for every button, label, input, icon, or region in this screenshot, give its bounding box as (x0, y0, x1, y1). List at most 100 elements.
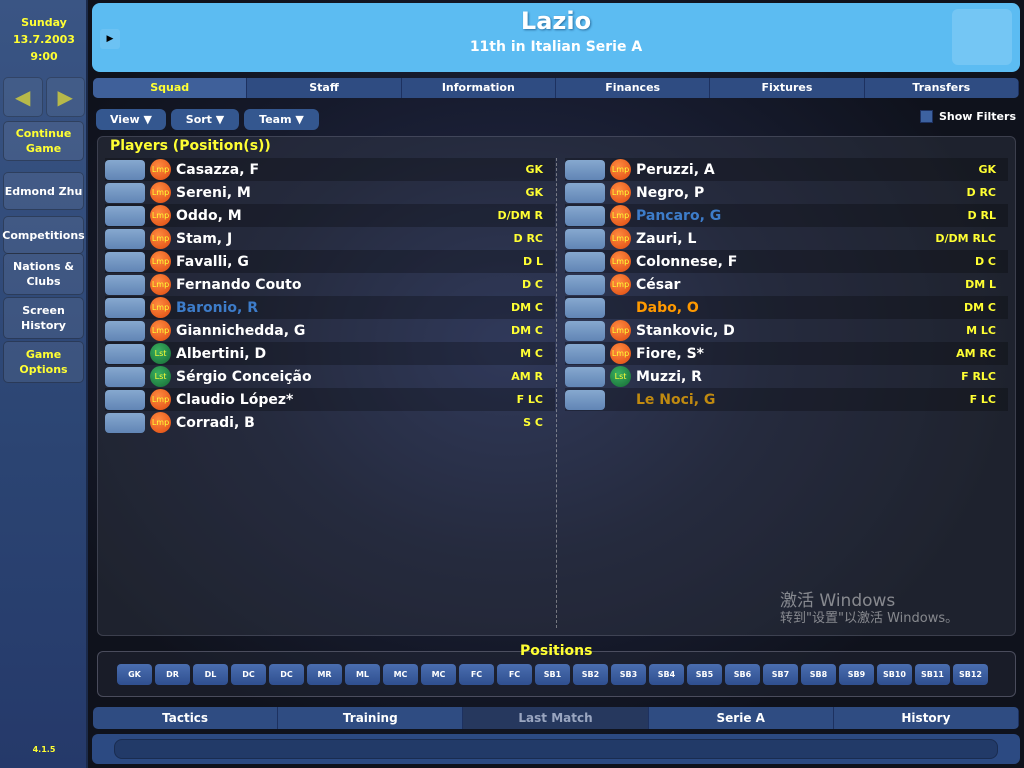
player-position-slot[interactable] (105, 320, 145, 341)
player-name[interactable]: Casazza, F (176, 161, 260, 178)
player-position-slot[interactable] (105, 159, 145, 180)
tab-training[interactable]: Training (278, 707, 464, 729)
player-row[interactable]: Lmp Peruzzi, A GK (565, 158, 1008, 181)
player-name[interactable]: Muzzi, R (636, 368, 702, 385)
player-name[interactable]: Sereni, M (176, 184, 251, 201)
tab-serie-a[interactable]: Serie A (649, 707, 834, 729)
player-position-slot[interactable] (565, 297, 605, 318)
show-filters-toggle[interactable]: Show Filters (919, 110, 1016, 123)
sidebar-button-screen-history[interactable]: Screen History (3, 297, 84, 339)
player-position-slot[interactable] (105, 274, 145, 295)
player-row[interactable]: Lmp Pancaro, G D RL (565, 204, 1008, 227)
player-position-slot[interactable] (105, 366, 145, 387)
tab-last-match[interactable]: Last Match (463, 707, 649, 729)
position-button-sb10[interactable]: SB10 (877, 664, 912, 685)
position-button-sb9[interactable]: SB9 (839, 664, 874, 685)
position-button-gk[interactable]: GK (117, 664, 152, 685)
position-button-dc[interactable]: DC (269, 664, 304, 685)
team-dropdown[interactable]: Team ▼ (244, 109, 319, 130)
player-row[interactable]: Lmp Negro, P D RC (565, 181, 1008, 204)
player-name[interactable]: Stankovic, D (636, 322, 735, 339)
player-name[interactable]: Peruzzi, A (636, 161, 715, 178)
position-button-sb8[interactable]: SB8 (801, 664, 836, 685)
player-row[interactable]: Lmp Stankovic, D M LC (565, 319, 1008, 342)
player-position-slot[interactable] (565, 274, 605, 295)
position-button-dr[interactable]: DR (155, 664, 190, 685)
tab-transfers[interactable]: Transfers (865, 78, 1019, 98)
player-row[interactable]: Dabo, O DM C (565, 296, 1008, 319)
tab-information[interactable]: Information (402, 78, 556, 98)
player-name[interactable]: Corradi, B (176, 414, 255, 431)
position-button-mr[interactable]: MR (307, 664, 342, 685)
tab-fixtures[interactable]: Fixtures (710, 78, 865, 98)
player-name[interactable]: Pancaro, G (636, 207, 722, 224)
player-name[interactable]: Dabo, O (636, 299, 699, 316)
position-button-sb5[interactable]: SB5 (687, 664, 722, 685)
player-name[interactable]: Fernando Couto (176, 276, 302, 293)
player-name[interactable]: Zauri, L (636, 230, 697, 247)
player-name[interactable]: Giannichedda, G (176, 322, 306, 339)
sidebar-button-nations-clubs[interactable]: Nations & Clubs (3, 253, 84, 295)
tab-staff[interactable]: Staff (247, 78, 402, 98)
tab-finances[interactable]: Finances (556, 78, 711, 98)
sort-dropdown[interactable]: Sort ▼ (171, 109, 239, 130)
player-name[interactable]: Albertini, D (176, 345, 267, 362)
player-position-slot[interactable] (105, 412, 145, 433)
position-button-ml[interactable]: ML (345, 664, 380, 685)
view-dropdown[interactable]: View ▼ (96, 109, 166, 130)
position-button-sb1[interactable]: SB1 (535, 664, 570, 685)
player-row[interactable]: Lmp Stam, J D RC (105, 227, 555, 250)
player-position-slot[interactable] (565, 182, 605, 203)
player-position-slot[interactable] (565, 366, 605, 387)
player-position-slot[interactable] (565, 205, 605, 226)
forward-arrow-icon[interactable]: ▶ (45, 77, 85, 117)
position-button-mc[interactable]: MC (421, 664, 456, 685)
player-name[interactable]: César (636, 276, 681, 293)
player-position-slot[interactable] (105, 182, 145, 203)
player-row[interactable]: Le Noci, G F LC (565, 388, 1008, 411)
player-position-slot[interactable] (565, 251, 605, 272)
sidebar-button-edmond-zhu[interactable]: Edmond Zhu (3, 172, 84, 210)
player-row[interactable]: Lmp Zauri, L D/DM RLC (565, 227, 1008, 250)
position-button-sb11[interactable]: SB11 (915, 664, 950, 685)
player-row[interactable]: Lmp Fiore, S* AM RC (565, 342, 1008, 365)
player-row[interactable]: Lmp Colonnese, F D C (565, 250, 1008, 273)
back-arrow-icon[interactable]: ◀ (3, 77, 43, 117)
player-name[interactable]: Sérgio Conceição (176, 368, 312, 385)
position-button-sb3[interactable]: SB3 (611, 664, 646, 685)
checkbox[interactable] (919, 110, 933, 123)
tab-squad[interactable]: Squad (93, 78, 248, 98)
player-name[interactable]: Fiore, S* (636, 345, 704, 362)
play-icon[interactable]: ▶ (100, 29, 120, 49)
player-name[interactable]: Negro, P (636, 184, 705, 201)
position-button-sb6[interactable]: SB6 (725, 664, 760, 685)
position-button-dc[interactable]: DC (231, 664, 266, 685)
player-position-slot[interactable] (565, 343, 605, 364)
player-row[interactable]: Lmp Corradi, B S C (105, 411, 555, 434)
player-position-slot[interactable] (105, 343, 145, 364)
position-button-fc[interactable]: FC (459, 664, 494, 685)
player-position-slot[interactable] (105, 205, 145, 226)
player-row[interactable]: Lmp Claudio López* F LC (105, 388, 555, 411)
player-row[interactable]: Lmp César DM L (565, 273, 1008, 296)
player-row[interactable]: Lmp Casazza, F GK (105, 158, 555, 181)
player-row[interactable]: Lmp Giannichedda, G DM C (105, 319, 555, 342)
player-row[interactable]: Lmp Baronio, R DM C (105, 296, 555, 319)
player-name[interactable]: Le Noci, G (636, 391, 716, 408)
player-position-slot[interactable] (105, 251, 145, 272)
position-button-sb7[interactable]: SB7 (763, 664, 798, 685)
tab-history[interactable]: History (834, 707, 1019, 729)
player-position-slot[interactable] (565, 228, 605, 249)
player-name[interactable]: Baronio, R (176, 299, 258, 316)
player-row[interactable]: Lmp Favalli, G D L (105, 250, 555, 273)
position-button-sb4[interactable]: SB4 (649, 664, 684, 685)
player-row[interactable]: Lst Albertini, D M C (105, 342, 555, 365)
sidebar-button-continue-game[interactable]: Continue Game (3, 121, 84, 161)
position-button-sb2[interactable]: SB2 (573, 664, 608, 685)
sidebar-button-competitions[interactable]: Competitions (2, 216, 85, 254)
player-row[interactable]: Lst Muzzi, R F RLC (565, 365, 1008, 388)
player-name[interactable]: Favalli, G (176, 253, 249, 270)
position-button-dl[interactable]: DL (193, 664, 228, 685)
player-name[interactable]: Colonnese, F (636, 253, 738, 270)
player-position-slot[interactable] (565, 389, 605, 410)
